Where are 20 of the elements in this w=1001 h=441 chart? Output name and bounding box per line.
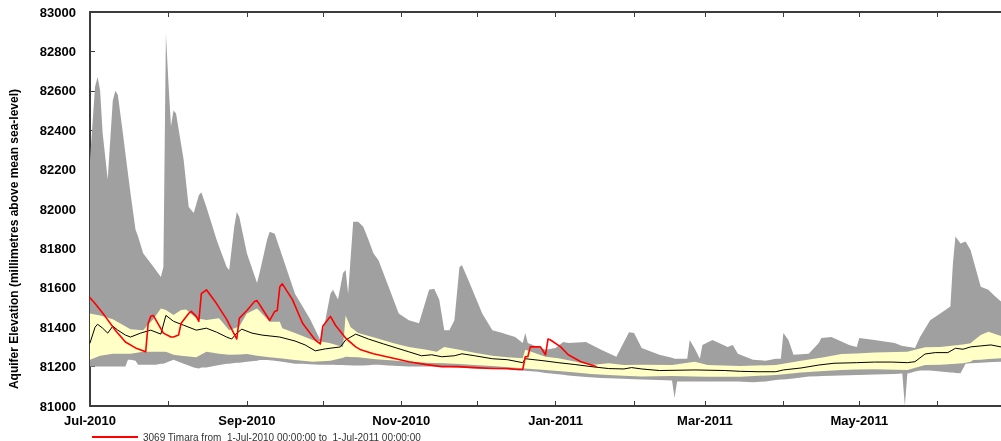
y-tick-label: 82600 — [39, 83, 76, 99]
y-tick-label: 81200 — [39, 359, 76, 375]
y-tick-label: 82400 — [39, 122, 76, 138]
x-tick-label: May-2011 — [830, 413, 889, 428]
y-tick-label: 81000 — [39, 398, 76, 414]
legend-label: 3069 Timara from 1-Jul-2010 00:00:00 to 1-Jul-2011 00:00:00 — [143, 431, 422, 441]
y-tick-label: 82200 — [39, 162, 76, 178]
x-tick-label: Jul-2010 — [63, 413, 117, 428]
x-tick-label: Jan-2011 — [528, 413, 584, 428]
y-tick-label: 81400 — [39, 319, 76, 335]
y-tick-label: 83000 — [39, 4, 76, 20]
y-tick-label: 81600 — [39, 280, 76, 296]
x-tick-label: Sep-2010 — [218, 413, 276, 428]
y-axis-title: Aquifer Elevation (millimetres above mean sea-level) — [7, 88, 21, 390]
x-tick-label: Mar-2011 — [677, 413, 733, 428]
y-tick-label: 82800 — [39, 43, 76, 59]
line-series — [89, 283, 597, 371]
y-tick-label: 82000 — [39, 201, 76, 217]
x-tick-label: Nov-2010 — [372, 413, 431, 428]
y-tick-label: 81800 — [39, 240, 76, 256]
